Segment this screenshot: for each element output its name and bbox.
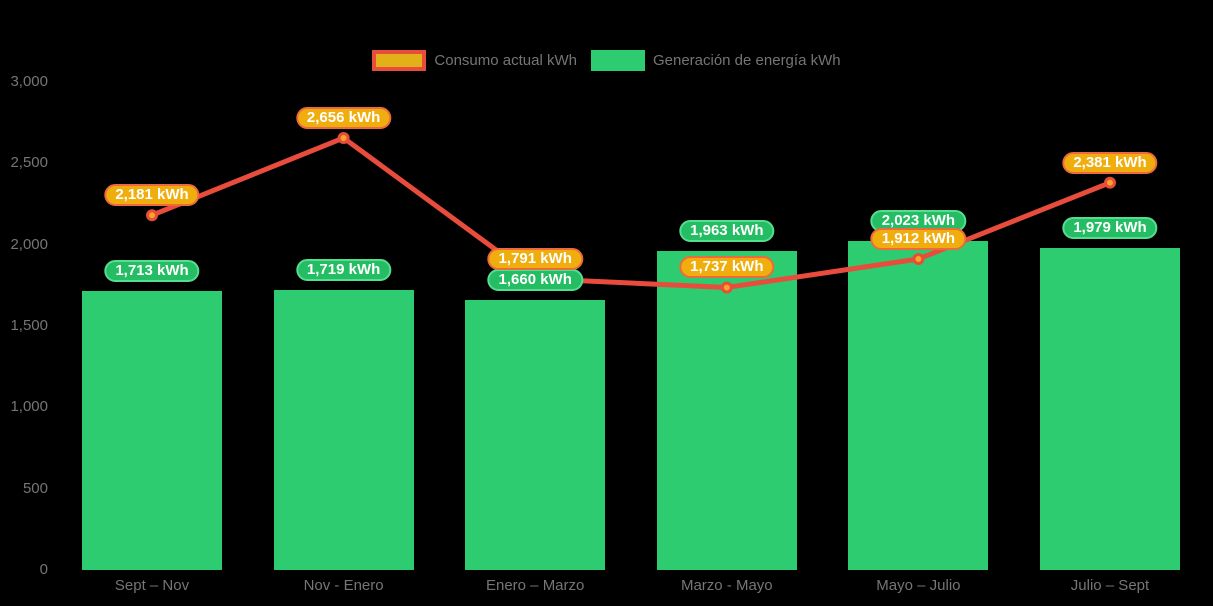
generation-value-label: 1,979 kWh [1062, 217, 1158, 240]
legend-swatch-generacion-icon [590, 50, 645, 71]
consumption-line-path [149, 135, 1113, 290]
x-axis-label: Sept – Nov [114, 577, 190, 594]
consumption-value-label: 2,656 kWh [295, 106, 392, 129]
consumption-value-label: 2,181 kWh [104, 184, 200, 207]
x-axis-label: Nov - Enero [303, 577, 384, 594]
y-axis-tick-label: 2,500 [10, 154, 48, 172]
generation-value-label: 1,713 kWh [104, 260, 200, 283]
consumption-value-label: 1,737 kWh [679, 256, 775, 279]
generation-bar [848, 240, 989, 570]
consumption-point-marker [337, 131, 350, 144]
legend-label-consumo: Consumo actual kWh [434, 52, 577, 69]
y-axis-tick-label: 0 [39, 561, 48, 578]
x-axis-label: Marzo - Mayo [680, 577, 773, 594]
generation-value-label: 1,719 kWh [295, 259, 392, 282]
y-axis-tick-label: 2,000 [10, 235, 48, 253]
consumption-value-label: 1,912 kWh [870, 227, 967, 250]
legend-swatch-consumo-icon [372, 50, 427, 71]
generation-value-label: 1,660 kWh [487, 268, 583, 291]
legend-item-generacion[interactable]: Generación de energía kWh [590, 50, 841, 71]
y-axis-tick-label: 3,000 [10, 73, 48, 90]
chart-legend: Consumo actual kWh Generación de energía… [0, 50, 1213, 71]
consumption-value-label: 2,381 kWh [1062, 151, 1158, 174]
consumption-point-marker [912, 252, 925, 265]
x-axis-label: Mayo – Julio [876, 577, 961, 594]
generation-bar [82, 291, 222, 570]
generation-bar [656, 250, 797, 570]
generation-bar [1040, 248, 1180, 570]
consumption-point-marker [146, 209, 158, 222]
generation-bar [273, 290, 414, 570]
legend-item-consumo[interactable]: Consumo actual kWh [372, 50, 577, 71]
generation-value-label: 1,963 kWh [679, 219, 775, 242]
y-axis-tick-label: 1,000 [10, 398, 48, 416]
y-axis-tick-label: 1,500 [10, 317, 48, 334]
legend-label-generacion: Generación de energía kWh [652, 52, 841, 69]
generation-bar [465, 299, 606, 570]
consumption-point-marker [1104, 176, 1116, 189]
consumption-value-label: 1,791 kWh [487, 247, 583, 270]
x-axis-label: Enero – Marzo [485, 577, 585, 594]
consumption-point-marker [720, 281, 733, 294]
y-axis-tick-label: 500 [22, 479, 48, 497]
x-axis-label: Julio – Sept [1070, 577, 1150, 594]
